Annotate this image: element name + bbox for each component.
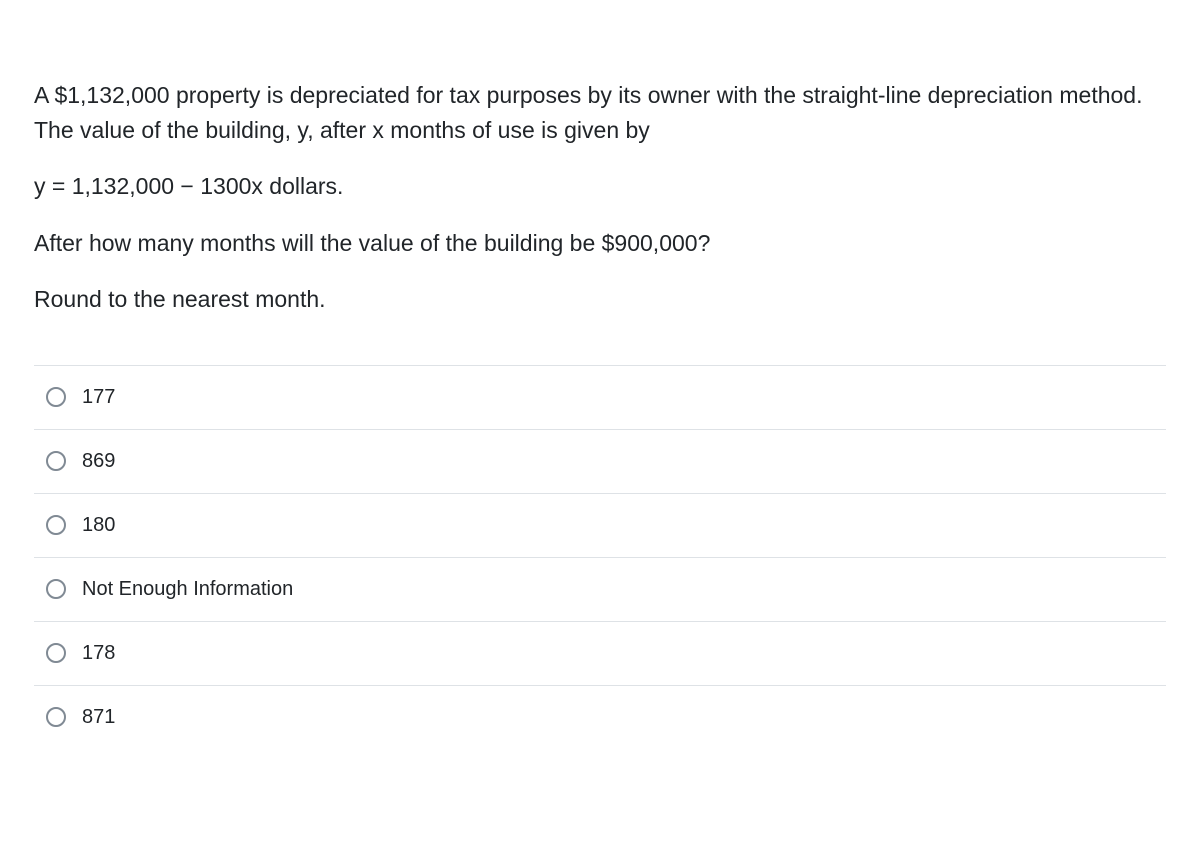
option-label: 869 [82, 450, 115, 473]
question-equation: y = 1,132,000 − 1300x dollars. [34, 169, 1166, 204]
answer-option[interactable]: 869 [34, 430, 1166, 494]
option-label: 177 [82, 386, 115, 409]
option-label: 180 [82, 514, 115, 537]
radio-icon [46, 387, 66, 407]
option-label: Not Enough Information [82, 578, 293, 601]
question-paragraph: After how many months will the value of … [34, 226, 1166, 261]
option-label: 178 [82, 642, 115, 665]
question-paragraph: Round to the nearest month. [34, 282, 1166, 317]
option-label: 871 [82, 706, 115, 729]
radio-icon [46, 707, 66, 727]
answer-options: 177 869 180 Not Enough Information 178 8… [34, 365, 1166, 749]
answer-option[interactable]: 180 [34, 494, 1166, 558]
question-stem: A $1,132,000 property is depreciated for… [34, 78, 1166, 317]
radio-icon [46, 515, 66, 535]
radio-icon [46, 451, 66, 471]
answer-option[interactable]: 178 [34, 622, 1166, 686]
answer-option[interactable]: 871 [34, 686, 1166, 749]
radio-icon [46, 579, 66, 599]
radio-icon [46, 643, 66, 663]
question-paragraph: A $1,132,000 property is depreciated for… [34, 78, 1166, 147]
answer-option[interactable]: Not Enough Information [34, 558, 1166, 622]
answer-option[interactable]: 177 [34, 366, 1166, 430]
